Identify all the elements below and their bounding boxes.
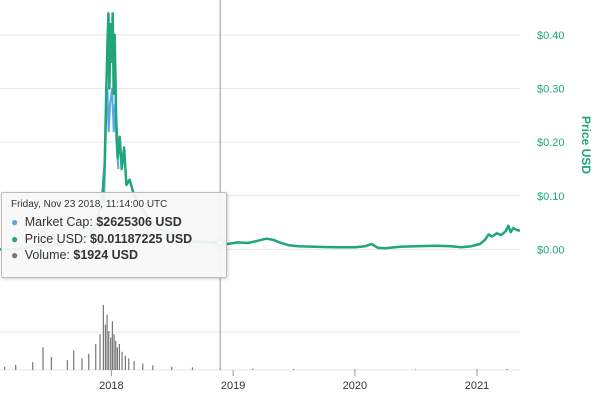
volume-bar <box>81 358 83 370</box>
x-tick-label: 2021 <box>465 380 489 392</box>
volume-bar <box>104 324 107 370</box>
volume-bar <box>171 366 173 370</box>
volume-bar <box>118 344 121 370</box>
volume-bar <box>116 347 119 370</box>
y-tick-label: $0.30 <box>537 84 565 96</box>
volume-bar <box>142 363 144 370</box>
volume-bar <box>102 305 104 370</box>
volume-bar <box>108 331 110 370</box>
tooltip-label: Volume: <box>24 248 70 262</box>
volume-bar <box>128 358 130 370</box>
x-tick-label: 2019 <box>221 380 245 392</box>
volume-bar <box>66 360 68 370</box>
volume-bar <box>95 344 97 370</box>
volume-bar <box>191 367 194 370</box>
y-tick-label: $0.10 <box>537 191 565 203</box>
chart-tooltip: Friday, Nov 23 2018, 11:14:00 UTC ● Mark… <box>1 192 227 278</box>
volume-bar <box>152 365 154 370</box>
volume-bar <box>111 321 114 370</box>
tooltip-value: $2625306 USD <box>96 215 182 229</box>
volume-bar <box>292 369 295 370</box>
x-tick-label: 2020 <box>343 380 367 392</box>
volume-bar <box>110 337 112 370</box>
volume-bars <box>4 305 508 370</box>
volume-bar <box>121 351 123 370</box>
tooltip-row-market-cap: ● Market Cap: $2625306 USD <box>11 214 217 231</box>
tooltip-value: $0.01187225 USD <box>90 231 193 246</box>
volume-bar <box>476 369 478 370</box>
tooltip-date: Friday, Nov 23 2018, 11:14:00 UTC <box>11 199 168 210</box>
volume-bar <box>32 362 34 370</box>
volume-bar <box>115 340 117 370</box>
volume-bar <box>4 366 6 370</box>
tooltip-row-volume: ● Volume: $1924 USD <box>11 247 217 264</box>
volume-bar <box>99 334 101 370</box>
volume-bar <box>354 369 356 370</box>
volume-bar <box>42 347 44 370</box>
volume-bar <box>50 357 52 370</box>
x-tick-label: 2018 <box>99 380 123 392</box>
tooltip-value: $1924 USD <box>73 248 139 262</box>
x-axis-ticks: 2018 2019 2020 2021 <box>99 370 489 392</box>
market-cap-dot-icon: ● <box>11 215 19 229</box>
volume-bar <box>73 350 75 370</box>
volume-bar <box>133 360 135 370</box>
y-tick-label: $0.40 <box>537 30 565 42</box>
tooltip-row-price: ● Price USD: $0.01187225 USD <box>11 231 217 248</box>
y-tick-label: $0.00 <box>537 244 565 256</box>
volume-bar <box>252 368 254 370</box>
tooltip-label: Market Cap: <box>24 215 93 229</box>
tooltip-label: Price USD: <box>24 231 87 246</box>
price-dot-icon: ● <box>11 231 19 246</box>
y-axis-title: Price USD <box>579 116 593 174</box>
volume-bar <box>15 364 17 370</box>
y-tick-label: $0.20 <box>537 137 565 149</box>
volume-bar <box>414 369 417 370</box>
volume-bar <box>113 334 115 370</box>
volume-bar <box>106 314 108 370</box>
volume-bar <box>88 353 90 370</box>
volume-bar <box>124 355 127 370</box>
volume-bar <box>506 369 508 370</box>
volume-dot-icon: ● <box>11 248 19 262</box>
y-axis-ticks: $0.40 $0.30 $0.20 $0.10 $0.00 <box>537 30 565 257</box>
